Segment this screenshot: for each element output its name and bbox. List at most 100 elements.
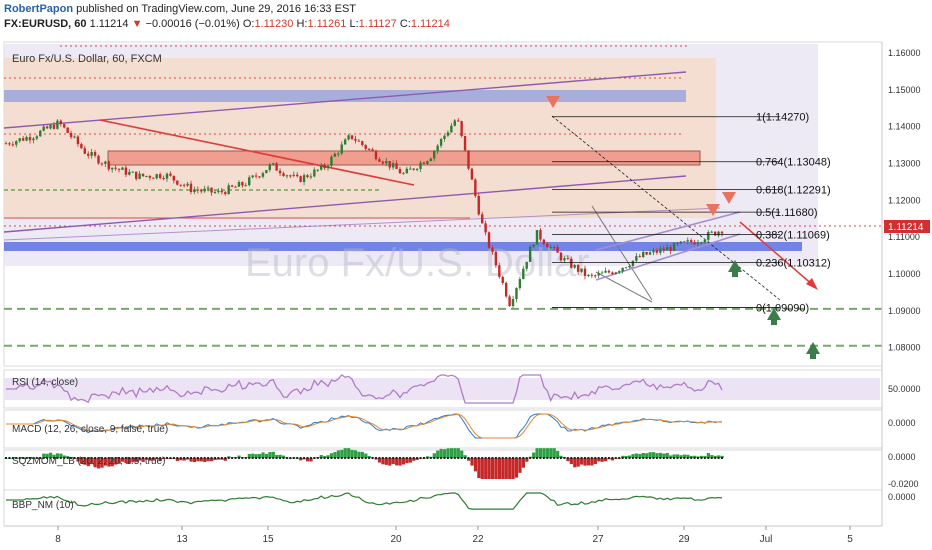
candle-body [388,161,391,168]
sqzmom-bar [134,458,138,463]
candle-body [511,299,515,307]
candle-body [587,274,590,277]
sqzmom-dot [39,457,42,459]
candle-body [59,120,63,125]
sqzmom-dot [52,457,55,459]
sqzmom-dot [268,457,271,459]
candle-body [193,189,196,192]
sqzmom-dot [22,457,25,459]
price-axis[interactable]: 1.16000 1.15000 1.14000 1.13000 1.12000 1.110… [888,48,921,353]
sqzmom-bar [466,458,471,461]
candle-body [645,252,648,255]
sqzmom-dot [450,457,453,459]
sqzmom-bar [621,455,625,458]
low-value: 1.11127 [358,18,397,30]
sqzmom-dot [76,457,79,459]
candle-body [443,135,446,140]
sqzmom-bar [377,458,382,463]
sqzmom-bar [395,458,399,466]
candle-body [570,258,573,268]
candle-body [66,127,69,133]
sqzmom-dot [659,457,662,459]
triangle-upper [591,205,653,301]
sqzmom-dot [189,457,192,459]
sqzmom-dot [244,457,247,459]
sqzmom-dot [666,457,669,459]
sqzmom-dot [207,457,210,459]
sqzmom-dot [433,457,436,459]
candle-body [700,242,703,244]
sqzmom-dot [354,457,357,459]
candle-body [117,168,121,170]
sqzmom-dot [429,457,432,459]
sqzmom-bar [710,455,714,458]
candle-body [63,124,66,128]
sqzmom-bar [432,453,436,458]
candle-body [470,168,474,180]
candle-body [422,162,426,164]
candle-body [224,192,227,195]
sqzmom-dot [11,457,14,459]
candle-body [83,148,86,154]
candle-body [333,153,337,157]
candle-body [385,161,388,164]
candle-body [244,185,248,187]
sqzmom-dot [145,457,148,459]
sqzmom-dot [80,457,83,459]
sqzmom-dot [618,457,621,459]
candle-body [326,165,330,169]
wedge-upper [595,211,741,251]
sqzmom-bar [90,458,94,465]
signal-arrows [546,96,820,359]
sqzmom-dot [56,457,59,459]
candle-body [693,242,696,245]
sqzmom-dot [721,457,723,459]
candle-body [220,190,224,193]
candle-body [11,144,15,146]
sqzmom-dot [210,457,213,459]
candle-body [182,184,186,186]
candle-body [532,244,535,247]
candle-body [210,187,213,193]
sqzmom-bar [583,458,587,466]
sqzmom-bar [210,458,214,462]
candle-body [566,258,570,260]
sqzmom-bar [299,458,303,461]
candle-body [539,230,542,240]
sqzmom-bar [388,458,392,466]
sqzmom-dot [217,457,220,459]
sqzmom-pane[interactable] [3,449,883,491]
sqzmom-bar [114,458,118,465]
sqzmom-dot [196,457,199,459]
candle-body [196,189,200,191]
fib-level-label: 0.764(1.13048) [756,157,831,169]
sqzmom-bar [151,458,156,461]
author-link[interactable]: RobertPapon [4,3,74,15]
sqzmom-dot [628,457,631,459]
sqzmom-bar [511,458,515,479]
buy-arrow-icon [806,342,820,354]
candle-body [343,139,347,145]
sqzmom-dot [642,457,645,459]
bbp-pane[interactable] [3,489,883,527]
candle-body [542,239,546,244]
sqzmom-dot [275,457,278,459]
symbol-label[interactable]: FX:EURUSD, 60 [4,18,87,30]
candle-body [487,232,491,248]
candle-body [611,272,614,275]
time-axis[interactable]: 8 13 15 20 22 27 29 Jul 5 [55,526,853,545]
time-tick-label: 22 [472,534,484,545]
candle-body [522,268,525,280]
sqzmom-dot [97,457,100,459]
sqzmom-bar [237,455,241,458]
candle-body [669,247,672,251]
sqzmom-dot [580,457,583,459]
sqzmom-dot [323,457,326,459]
sqzmom-bar [264,453,269,458]
chart-canvas[interactable]: Euro Fx/U.S. Dollar Euro Fx/U.S. Dollar,… [0,38,932,550]
sqzmom-bar [391,458,395,464]
candle-body [433,151,436,159]
chart-title: Euro Fx/U.S. Dollar, 60, FXCM [12,53,162,65]
sqzmom-dot [18,457,21,459]
sqzmom-dot [289,457,292,459]
